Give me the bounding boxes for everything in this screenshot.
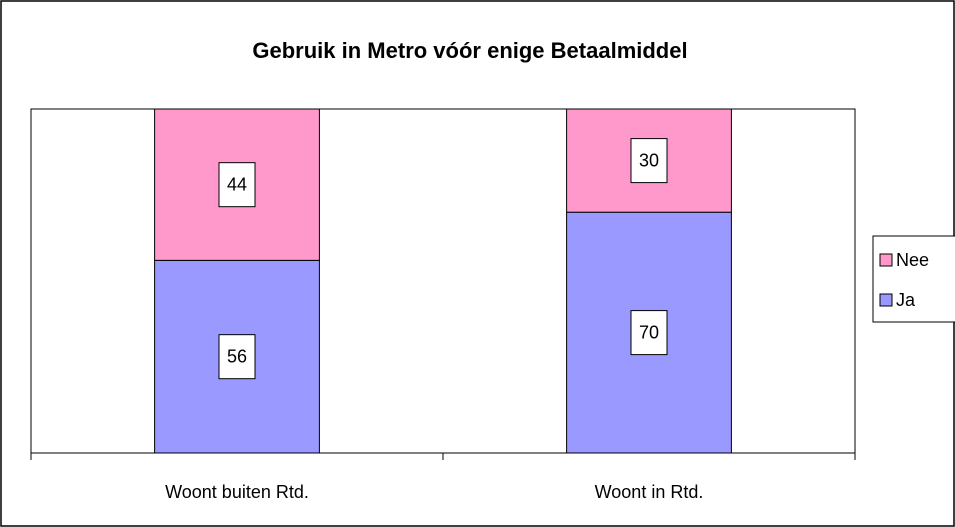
data-label-box (630, 310, 668, 356)
data-label-box (218, 334, 256, 380)
data-label: 70 (639, 322, 659, 342)
x-tick-label: Woont buiten Rtd. (165, 482, 309, 502)
legend-swatch (879, 253, 893, 267)
legend-swatch (879, 293, 893, 307)
x-tick-label: Woont in Rtd. (595, 482, 704, 502)
chart-title: Gebruik in Metro vóór enige Betaalmiddel (252, 38, 687, 63)
legend-label: Nee (896, 250, 929, 270)
legend-label: Ja (896, 290, 916, 310)
data-label: 56 (227, 346, 247, 366)
legend-box (872, 235, 955, 323)
data-label-box (630, 138, 668, 184)
data-label: 30 (639, 150, 659, 170)
data-label-box (218, 162, 256, 208)
data-label: 44 (227, 174, 247, 194)
